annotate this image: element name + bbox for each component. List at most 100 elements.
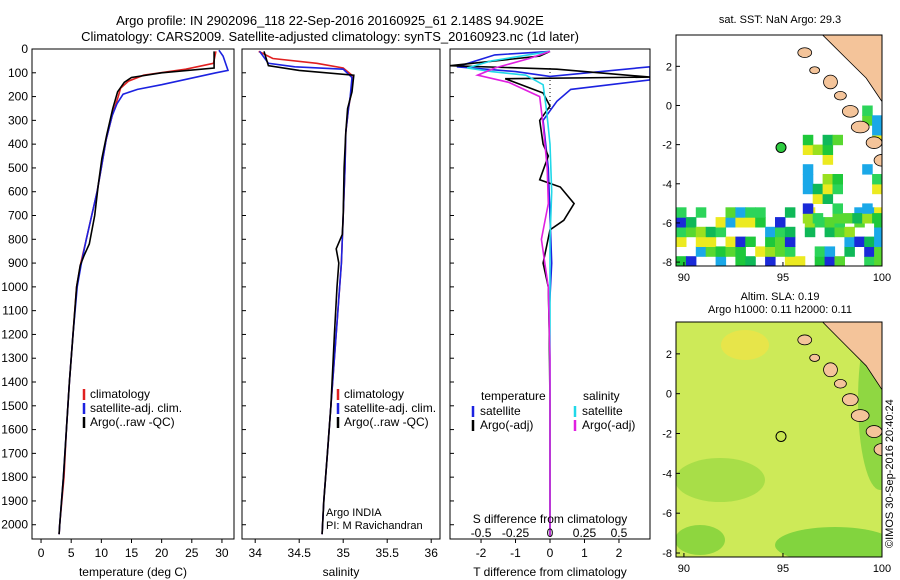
float-annotation: Argo INDIA xyxy=(326,507,382,519)
legend-label: climatology xyxy=(344,387,404,401)
series-line-2-3 xyxy=(474,50,551,537)
legend-label: Argo(-adj) xyxy=(582,418,635,432)
sst-cell xyxy=(854,236,865,247)
x-tick-label: 35.5 xyxy=(376,546,400,560)
map-y-tick-label: -8 xyxy=(662,257,672,269)
top-x-tick-label: -0.5 xyxy=(471,526,492,540)
argo-position-marker xyxy=(775,142,787,154)
sst-cell xyxy=(804,226,816,238)
sst-cell xyxy=(725,246,736,257)
sst-cell xyxy=(874,207,882,218)
sst-cell xyxy=(824,217,836,228)
sst-cell xyxy=(832,203,843,214)
x-tick-label: 10 xyxy=(95,546,109,560)
sst-cell xyxy=(715,256,727,266)
map-y-tick-label: 0 xyxy=(666,389,672,401)
sst-cell xyxy=(784,236,796,247)
sst-cell xyxy=(775,226,786,238)
map-y-tick-label: -8 xyxy=(662,548,672,560)
series-line-0-1 xyxy=(58,49,230,535)
map-y-tick-label: 2 xyxy=(666,349,672,361)
sst-cell xyxy=(695,207,707,218)
sst-cell xyxy=(864,246,875,257)
sst-cell xyxy=(832,134,843,146)
y-tick-label: 2000 xyxy=(1,518,28,532)
sst-cell xyxy=(802,183,814,195)
sst-cell xyxy=(824,256,836,266)
y-tick-label: 800 xyxy=(8,232,28,246)
x-tick-label: 0 xyxy=(38,546,45,560)
x-tick-label: 34.5 xyxy=(288,546,312,560)
map-y-tick-label: -4 xyxy=(662,468,672,480)
sst-cell xyxy=(824,226,836,238)
sst-cell xyxy=(812,193,824,204)
sst-cell xyxy=(755,217,766,228)
sst-cell xyxy=(812,213,824,224)
y-tick-label: 500 xyxy=(8,161,28,175)
map-x-tick-label: 100 xyxy=(873,563,891,575)
series-line-0-2 xyxy=(58,51,215,535)
sst-cell xyxy=(765,236,776,247)
sst-cell xyxy=(822,183,834,195)
island xyxy=(823,362,838,378)
map-y-tick-label: 0 xyxy=(666,100,672,112)
sst-cell xyxy=(765,226,776,238)
island xyxy=(809,66,821,75)
sst-cell xyxy=(676,226,687,238)
sst-cell xyxy=(745,207,756,218)
sst-cell xyxy=(824,246,836,257)
main-subtitle: Climatology: CARS2009. Satellite-adjuste… xyxy=(81,29,579,44)
x-tick-label: 1 xyxy=(581,546,588,560)
sst-cell xyxy=(802,164,814,175)
sst-cell xyxy=(874,226,882,238)
sst-cell xyxy=(874,256,882,266)
plot-layer: 0 5 10 15 20 25 300100200300400500600700800900… xyxy=(1,34,891,579)
series-line-1-1 xyxy=(258,50,353,535)
sst-cell xyxy=(784,246,796,257)
y-tick-label: 200 xyxy=(8,90,28,104)
temperature-xlabel: temperature (deg C) xyxy=(79,565,187,579)
sla-map-title-2: Argo h1000: 0.11 h2000: 0.11 xyxy=(708,304,852,316)
series-line-0-0 xyxy=(58,51,217,535)
sst-cell xyxy=(725,217,736,228)
s-diff-label: S difference from climatology xyxy=(473,512,628,526)
sst-cell xyxy=(765,246,776,257)
map-y-tick-label: -6 xyxy=(662,218,672,230)
island xyxy=(823,74,838,90)
x-tick-label: 25 xyxy=(185,546,199,560)
sst-cell xyxy=(814,256,826,266)
sla-low-patch xyxy=(676,525,725,555)
sst-cell xyxy=(695,226,707,238)
sst-cell xyxy=(832,174,843,185)
y-tick-label: 400 xyxy=(8,137,28,151)
sst-cell xyxy=(775,217,786,228)
map-y-tick-label: -4 xyxy=(662,179,672,191)
y-tick-label: 1900 xyxy=(1,494,28,508)
sst-cell xyxy=(735,236,746,247)
map-y-tick-label: -2 xyxy=(662,429,672,441)
sst-cell xyxy=(755,207,766,218)
island xyxy=(834,90,847,101)
top-x-tick-label: 0.25 xyxy=(573,526,597,540)
sst-cell xyxy=(735,246,746,257)
legend-label: satellite xyxy=(480,404,521,418)
y-tick-label: 1500 xyxy=(1,399,28,413)
island xyxy=(841,105,859,118)
sst-cell xyxy=(844,246,855,257)
legend-label: satellite-adj. clim. xyxy=(90,401,182,415)
x-tick-label: -1 xyxy=(510,546,521,560)
y-tick-label: 1200 xyxy=(1,327,28,341)
top-x-tick-label: 0 xyxy=(547,526,554,540)
sst-cell xyxy=(676,236,687,247)
y-tick-label: 1800 xyxy=(1,470,28,484)
map-x-tick-label: 95 xyxy=(777,272,789,284)
sst-cell xyxy=(784,226,796,238)
sst-cell xyxy=(725,207,736,218)
sst-cell xyxy=(872,125,882,136)
sst-cell xyxy=(862,105,873,116)
y-tick-label: 1000 xyxy=(1,280,28,294)
y-tick-label: 700 xyxy=(8,209,28,223)
sst-cell xyxy=(832,213,843,224)
legend-label: Argo(..raw -QC) xyxy=(90,415,175,429)
sst-cell xyxy=(844,236,855,247)
